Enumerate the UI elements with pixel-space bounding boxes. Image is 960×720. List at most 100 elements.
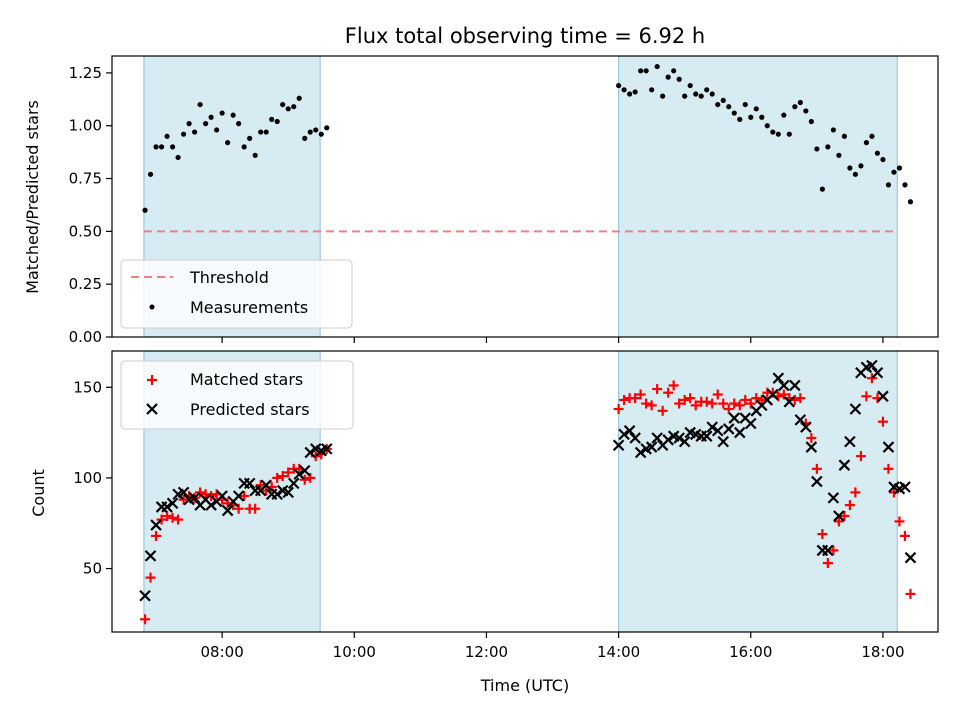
matched-star-point (905, 588, 916, 599)
predicted-star-point (645, 441, 658, 453)
measurement-point (654, 63, 660, 70)
predicted-star-point (772, 372, 785, 384)
measurement-point (638, 68, 644, 74)
measurement-point (726, 104, 732, 110)
measurement-point (164, 133, 170, 139)
measurement-point (896, 165, 903, 171)
y-tick-label: 0.00 (69, 328, 102, 346)
measurement-point (307, 129, 313, 135)
y-tick-label: 1.25 (69, 64, 102, 82)
matched-star-point (707, 398, 718, 409)
predicted-star-point (139, 589, 151, 602)
measurement-point (665, 74, 671, 80)
matched-star-point (729, 398, 740, 409)
measurement-point (158, 144, 165, 150)
measurement-point (324, 125, 330, 131)
legend-threshold-label: Threshold (189, 268, 269, 287)
matched-star-point (861, 391, 872, 402)
measurement-point (269, 116, 275, 122)
legend-measurements-swatch (149, 304, 155, 310)
measurement-point (180, 131, 187, 137)
legend-predicted-swatch (146, 403, 158, 415)
predicted-star-point (794, 414, 807, 426)
measurement-point (803, 108, 809, 114)
predicted-star-point (623, 424, 636, 437)
matched-star-point (641, 398, 652, 409)
measurement-point (186, 121, 192, 127)
measurement-point (704, 87, 710, 93)
measurement-point (169, 144, 176, 150)
measurement-point (863, 140, 870, 146)
predicted-star-point (205, 499, 217, 511)
predicted-star-point (221, 504, 234, 517)
bottom-axes-frame (111, 350, 939, 633)
matched-star-point (167, 512, 178, 523)
y-tick-label: 0.50 (69, 222, 102, 240)
matched-star-point (613, 404, 624, 415)
matched-star-point (839, 510, 850, 521)
measurement-point (687, 82, 693, 89)
matched-star-point (195, 487, 206, 498)
measurement-point (225, 140, 231, 146)
measurement-point (247, 135, 253, 141)
x-axis-label: Time (UTC) (480, 676, 569, 695)
measurement-point (153, 144, 159, 150)
predicted-star-point (728, 412, 741, 424)
measurement-point (808, 118, 814, 125)
measurement-point (632, 89, 638, 95)
measurement-point (241, 144, 247, 150)
matched-star-point (156, 514, 167, 525)
measurement-point (263, 129, 269, 135)
matched-star-point (635, 389, 646, 400)
measurement-point (781, 112, 787, 118)
predicted-star-point (899, 481, 911, 493)
matched-star-point (855, 451, 866, 462)
measurement-point (285, 106, 291, 112)
measurement-point (825, 144, 831, 150)
predicted-star-point (882, 441, 895, 453)
predicted-star-point (767, 388, 779, 401)
matched-star-point (663, 387, 674, 398)
predicted-star-point (678, 435, 691, 448)
measurement-point (737, 116, 743, 122)
predicted-star-point (833, 510, 845, 522)
measurement-point (274, 118, 280, 125)
predicted-star-point (282, 486, 294, 499)
predicted-star-point (161, 501, 173, 513)
predicted-star-point (700, 430, 713, 442)
predicted-star-point (706, 421, 719, 433)
matched-star-point (740, 394, 751, 405)
predicted-star-point (216, 490, 228, 502)
predicted-star-point (298, 464, 311, 477)
matched-star-point (145, 572, 156, 583)
measurement-point (770, 129, 776, 135)
predicted-star-point (838, 459, 851, 471)
predicted-star-point (827, 492, 840, 504)
measurement-point (874, 150, 881, 156)
measurement-point (197, 101, 203, 108)
measurement-point (869, 133, 875, 139)
predicted-star-point (866, 359, 878, 372)
measurement-point (230, 112, 236, 118)
matched-star-point (657, 405, 668, 416)
matched-star-point (701, 396, 712, 407)
predicted-star-point (789, 379, 801, 392)
top-y-axis-label: Matched/Predicted stars (23, 100, 42, 294)
matched-star-point (723, 404, 734, 415)
measurement-point (858, 163, 864, 169)
predicted-star-point (783, 395, 796, 408)
x-tick-label: 14:00 (597, 643, 640, 661)
measurement-point (649, 87, 655, 93)
measurement-point (764, 123, 770, 129)
predicted-star-point (662, 434, 674, 446)
predicted-star-point (618, 428, 630, 441)
x-tick-label: 16:00 (729, 643, 772, 661)
measurement-point (616, 82, 622, 89)
predicted-star-point (877, 390, 889, 403)
matched-star-point (734, 400, 745, 411)
measurement-point (671, 68, 677, 74)
legend-predicted-label: Predicted stars (190, 400, 310, 419)
measurement-point (660, 93, 666, 99)
measurement-point (280, 101, 286, 108)
matched-star-point (778, 389, 789, 400)
